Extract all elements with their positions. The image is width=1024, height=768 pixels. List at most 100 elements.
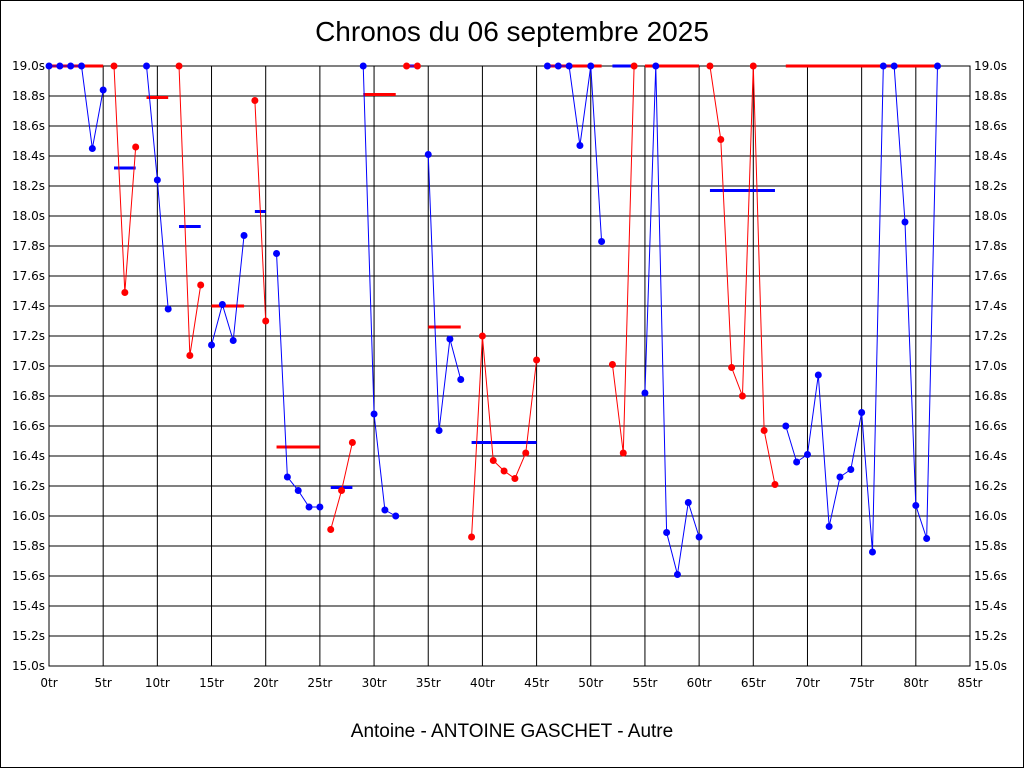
series-line xyxy=(611,65,635,454)
data-points xyxy=(45,62,941,578)
y-tick-label-right: 15.8s xyxy=(974,539,1007,553)
series-line xyxy=(178,65,202,356)
data-point xyxy=(912,502,920,509)
y-tick-label-left: 17.8s xyxy=(12,239,45,253)
y-tick-label-left: 16.2s xyxy=(12,479,45,493)
y-tick-label-right: 15.6s xyxy=(974,569,1007,583)
series-line xyxy=(709,65,776,485)
data-point xyxy=(879,62,887,70)
y-tick-label-right: 17.6s xyxy=(974,269,1007,283)
data-point xyxy=(489,457,497,464)
series-line xyxy=(547,65,603,242)
data-point xyxy=(218,301,226,308)
y-tick-label-left: 17.4s xyxy=(12,299,45,313)
y-tick-label-left: 15.4s xyxy=(12,599,45,613)
data-point xyxy=(803,451,811,458)
data-point xyxy=(576,142,584,149)
average-lines xyxy=(49,64,938,489)
x-tick-label: 5tr xyxy=(95,676,112,690)
x-tick-label: 35tr xyxy=(416,676,441,690)
series-line xyxy=(276,253,320,508)
data-point xyxy=(717,136,725,143)
data-point xyxy=(457,376,465,383)
chart-xlabel: Antoine - ANTOINE GASCHET - Autre xyxy=(350,721,674,742)
data-point xyxy=(283,473,291,481)
data-point xyxy=(45,62,53,70)
data-point xyxy=(749,62,757,70)
data-point xyxy=(413,62,421,70)
x-tick-label: 75tr xyxy=(849,676,874,690)
y-tick-label-right: 16.2s xyxy=(974,479,1007,493)
x-tick-label: 50tr xyxy=(578,676,603,690)
data-point xyxy=(240,232,248,239)
series-line xyxy=(254,100,267,322)
x-tick-label: 20tr xyxy=(253,676,278,690)
y-tick-label-right: 18.4s xyxy=(974,149,1007,163)
y-tick-label-right: 18.2s xyxy=(974,179,1007,193)
x-tick-label: 60tr xyxy=(687,676,712,690)
y-tick-label-left: 18.4s xyxy=(12,149,45,163)
data-point xyxy=(262,317,270,325)
y-tick-label-right: 16.8s xyxy=(974,389,1007,403)
data-point xyxy=(197,281,205,289)
data-point xyxy=(500,467,508,475)
x-tick-label: 40tr xyxy=(470,676,495,690)
x-tick-label: 0tr xyxy=(40,676,57,690)
data-point xyxy=(825,523,833,530)
data-point xyxy=(175,62,183,70)
series-line xyxy=(211,235,245,346)
data-point xyxy=(424,151,432,158)
data-point xyxy=(381,506,389,514)
data-point xyxy=(403,62,411,70)
data-point xyxy=(478,332,486,340)
x-tick-label: 70tr xyxy=(795,676,820,690)
data-point xyxy=(164,305,172,313)
data-point xyxy=(208,341,216,349)
data-point xyxy=(153,176,161,184)
data-point xyxy=(78,62,86,70)
y-tick-label-right: 18.8s xyxy=(974,89,1007,103)
y-tick-label-left: 19.0s xyxy=(12,59,45,73)
y-tick-label-left: 16.6s xyxy=(12,419,45,433)
series-line xyxy=(427,154,462,431)
data-point xyxy=(251,97,259,104)
data-point xyxy=(338,487,346,494)
y-tick-label-left: 15.2s xyxy=(12,629,45,643)
data-point xyxy=(56,62,64,70)
data-point xyxy=(858,409,866,416)
data-point xyxy=(522,449,530,457)
data-point xyxy=(143,62,151,70)
plot-border xyxy=(48,65,971,667)
x-tick-label: 10tr xyxy=(145,676,170,690)
data-point xyxy=(392,512,400,520)
axis-labels: 0tr 5tr 10tr 15tr 20tr 25tr 30tr 35tr 40tr 45tr 50… xyxy=(12,59,1007,690)
data-point xyxy=(663,529,671,536)
data-point xyxy=(771,481,779,488)
data-point xyxy=(923,535,931,542)
data-point xyxy=(435,427,443,434)
data-point xyxy=(868,548,876,556)
data-point xyxy=(229,337,237,344)
y-tick-label-right: 16.6s xyxy=(974,419,1007,433)
y-tick-label-right: 19.0s xyxy=(974,59,1007,73)
data-point xyxy=(630,62,638,70)
y-tick-label-left: 15.0s xyxy=(12,659,45,673)
data-point xyxy=(121,289,129,296)
y-tick-label-right: 17.0s xyxy=(974,359,1007,373)
y-tick-label-left: 17.6s xyxy=(12,269,45,283)
data-point xyxy=(598,238,606,245)
y-tick-label-right: 15.4s xyxy=(974,599,1007,613)
y-tick-label-left: 16.4s xyxy=(12,449,45,463)
y-tick-label-right: 15.0s xyxy=(974,659,1007,673)
y-tick-label-right: 17.4s xyxy=(974,299,1007,313)
data-point xyxy=(186,352,194,359)
data-point xyxy=(608,361,616,368)
data-point xyxy=(554,62,562,70)
data-point xyxy=(901,218,909,226)
data-point xyxy=(760,427,768,434)
y-tick-label-left: 18.0s xyxy=(12,209,45,223)
x-tick-label: 45tr xyxy=(524,676,549,690)
data-point xyxy=(565,62,573,70)
